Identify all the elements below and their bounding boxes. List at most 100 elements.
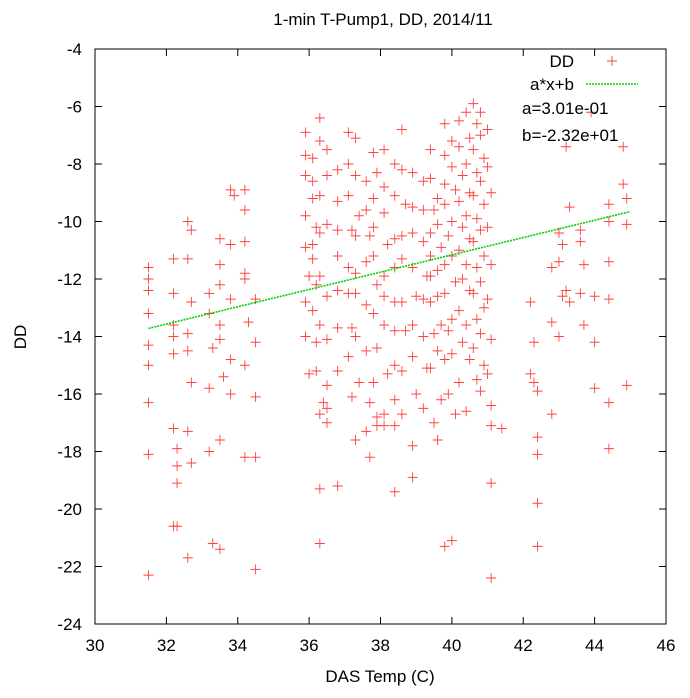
data-point — [300, 170, 311, 181]
data-point — [561, 141, 572, 152]
data-point — [396, 409, 407, 420]
data-point — [482, 294, 493, 305]
data-point — [304, 271, 315, 282]
data-point — [314, 190, 325, 201]
data-point — [214, 334, 225, 345]
data-point — [368, 193, 379, 204]
data-point — [300, 150, 311, 161]
x-tick-label: 42 — [514, 636, 533, 655]
data-point — [482, 124, 493, 135]
data-point — [425, 173, 436, 184]
data-point — [343, 262, 354, 273]
data-point — [168, 288, 179, 299]
data-point — [454, 196, 465, 207]
data-point — [307, 253, 318, 264]
y-tick-label: -16 — [57, 385, 82, 404]
data-point — [621, 219, 632, 230]
data-point — [332, 196, 343, 207]
data-point — [318, 397, 329, 408]
data-point — [214, 435, 225, 445]
data-point — [300, 210, 311, 221]
y-axis-ticks: -4 -6 -8 -10 -12 -14 -16 -18 -20 -22 -24 — [57, 40, 666, 634]
data-point — [475, 107, 486, 118]
data-point — [432, 435, 443, 445]
data-point — [182, 345, 193, 356]
data-point — [396, 366, 407, 376]
data-point — [425, 144, 436, 155]
data-point — [379, 207, 390, 218]
data-point — [478, 251, 489, 261]
data-point — [418, 331, 429, 342]
chart-title: 1-min T-Pump1, DD, 2014/11 — [273, 10, 493, 29]
data-point — [361, 256, 372, 267]
data-point — [454, 377, 465, 388]
data-point — [389, 159, 400, 169]
data-point — [396, 253, 407, 264]
data-point — [172, 478, 183, 489]
data-point — [407, 351, 418, 362]
data-point — [346, 225, 357, 236]
data-point — [496, 423, 507, 434]
data-point — [603, 397, 614, 408]
data-point — [143, 570, 154, 581]
data-point — [439, 179, 450, 190]
data-point — [343, 127, 354, 138]
data-point — [411, 389, 422, 399]
data-point — [361, 205, 372, 215]
data-point — [436, 242, 447, 253]
data-point — [553, 256, 564, 267]
y-tick-label: -10 — [57, 213, 82, 232]
data-point — [371, 412, 382, 422]
data-point — [168, 253, 179, 264]
legend: DD a*x+b a=3.01e-01 b=-2.32e+01 — [522, 52, 638, 145]
data-point — [486, 334, 497, 345]
data-point — [443, 325, 454, 336]
data-point — [379, 320, 390, 330]
data-point — [432, 291, 443, 302]
data-point — [300, 242, 311, 253]
data-point — [225, 184, 236, 195]
data-point — [214, 320, 225, 330]
data-point — [475, 130, 486, 141]
data-point — [418, 205, 429, 215]
data-point — [172, 521, 183, 532]
data-point — [457, 222, 468, 233]
data-point — [461, 159, 472, 169]
data-point — [589, 383, 600, 394]
data-point — [575, 225, 586, 236]
data-point — [143, 308, 154, 319]
data-point — [486, 259, 497, 270]
data-point — [143, 449, 154, 460]
dd-points — [143, 98, 632, 583]
data-point — [468, 98, 479, 109]
data-point — [346, 322, 357, 333]
data-point — [143, 397, 154, 408]
data-point — [354, 377, 365, 388]
data-point — [439, 118, 450, 129]
data-point — [475, 276, 486, 287]
data-point — [468, 343, 479, 353]
data-point — [239, 236, 250, 247]
data-point — [457, 337, 468, 348]
data-point — [364, 452, 375, 463]
data-point — [446, 216, 457, 227]
data-point — [389, 360, 400, 371]
data-point — [564, 202, 575, 213]
y-tick-label: -6 — [67, 98, 82, 117]
data-point — [311, 222, 322, 233]
legend-plus-marker — [607, 56, 617, 66]
data-point — [471, 374, 482, 385]
data-point — [346, 391, 357, 402]
data-point — [482, 161, 493, 172]
fit-line-group — [148, 210, 631, 330]
data-point — [368, 147, 379, 158]
data-point — [321, 170, 332, 181]
data-point — [578, 259, 589, 270]
data-point — [225, 239, 236, 250]
data-point — [229, 190, 240, 201]
y-tick-label: -18 — [57, 443, 82, 462]
data-point — [389, 394, 400, 405]
data-point — [464, 133, 475, 144]
data-point — [486, 478, 497, 489]
data-point — [379, 271, 390, 282]
